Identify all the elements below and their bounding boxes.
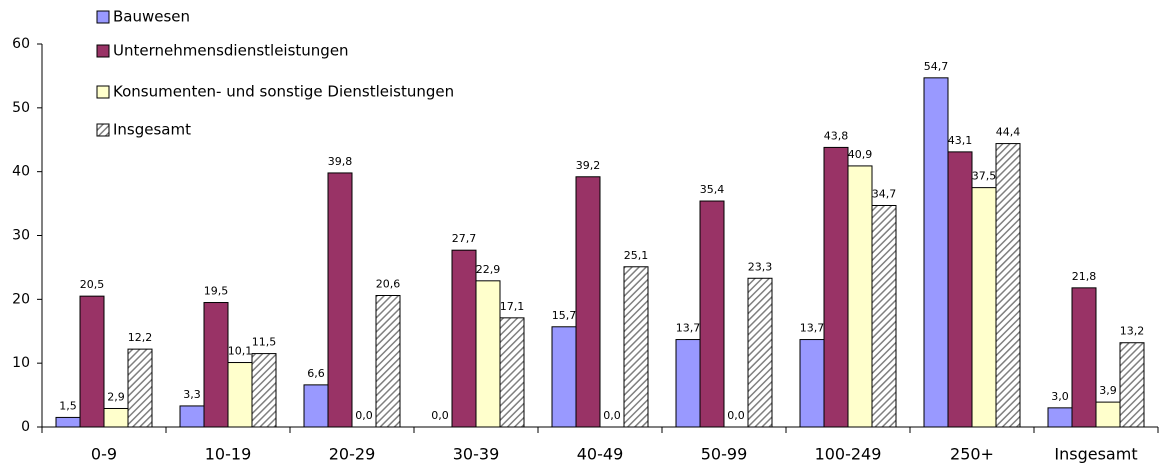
bar (947, 151, 973, 428)
bar (675, 339, 701, 428)
bar (847, 165, 873, 428)
value-label: 44,4 (996, 126, 1021, 139)
value-label: 13,7 (800, 322, 825, 335)
value-label: 0,0 (355, 409, 373, 422)
value-label: 0,0 (431, 409, 449, 422)
value-label: 6,6 (307, 367, 325, 380)
bar (499, 317, 525, 428)
bar (179, 405, 205, 428)
x-tick-label: 30-39 (453, 445, 500, 464)
value-label: 20,6 (376, 278, 401, 291)
value-label: 23,3 (748, 260, 773, 273)
bar (103, 407, 129, 428)
bar (227, 362, 253, 428)
value-label: 0,0 (727, 409, 745, 422)
bar (251, 353, 277, 428)
value-label: 21,8 (1072, 270, 1097, 283)
bar (623, 266, 649, 428)
legend-swatch (96, 123, 110, 137)
x-tick-label: 10-19 (205, 445, 252, 464)
value-label: 43,8 (824, 129, 849, 142)
bar (995, 143, 1021, 428)
bar (747, 277, 773, 428)
y-tick-label: 60 (12, 36, 30, 52)
value-label: 11,5 (252, 336, 277, 349)
value-label: 39,2 (576, 159, 601, 172)
value-label: 40,9 (848, 148, 873, 161)
y-tick-label: 10 (12, 355, 30, 371)
value-label: 17,1 (500, 300, 525, 313)
legend-label: Konsumenten- und sonstige Dienstleistung… (113, 83, 454, 101)
bar (1071, 287, 1097, 428)
bar (551, 326, 577, 428)
bar (575, 176, 601, 428)
x-tick-label: Insgesamt (1054, 445, 1137, 464)
bar (55, 416, 81, 428)
x-tick-label: 50-99 (701, 445, 748, 464)
value-label: 13,7 (676, 322, 701, 335)
x-tick-label: 20-29 (329, 445, 376, 464)
bar (451, 249, 477, 428)
legend-label: Bauwesen (113, 8, 190, 26)
bar (79, 295, 105, 428)
bar (923, 77, 949, 428)
bar (699, 200, 725, 428)
value-label: 19,5 (204, 285, 229, 298)
value-label: 27,7 (452, 232, 477, 245)
bar (1119, 342, 1145, 428)
x-tick-label: 0-9 (91, 445, 117, 464)
value-label: 3,0 (1051, 390, 1069, 403)
x-tick-label: 100-249 (815, 445, 882, 464)
value-label: 10,1 (228, 345, 253, 358)
value-label: 25,1 (624, 249, 649, 262)
value-label: 54,7 (924, 60, 949, 73)
bar (871, 204, 897, 428)
value-label: 43,1 (948, 134, 973, 147)
value-label: 13,2 (1120, 325, 1145, 338)
y-tick-label: 30 (12, 228, 30, 244)
value-label: 34,7 (872, 187, 897, 200)
legend-swatch (96, 10, 110, 24)
value-label: 3,9 (1099, 384, 1117, 397)
legend-swatch (96, 85, 110, 99)
value-label: 22,9 (476, 263, 501, 276)
bar (1095, 401, 1121, 428)
value-label: 3,3 (183, 388, 201, 401)
bar (327, 172, 353, 428)
bar (375, 295, 401, 428)
bar (127, 348, 153, 428)
value-label: 2,9 (107, 390, 125, 403)
value-label: 37,5 (972, 170, 997, 183)
bar (799, 339, 825, 428)
legend-swatch (96, 44, 110, 58)
bar (303, 384, 329, 428)
value-label: 0,0 (603, 409, 621, 422)
value-label: 39,8 (328, 155, 353, 168)
value-label: 35,4 (700, 183, 725, 196)
bar (971, 187, 997, 428)
legend-label: Unternehmensdienstleistungen (113, 42, 349, 60)
bar (1047, 407, 1073, 428)
value-label: 15,7 (552, 309, 577, 322)
x-tick-label: 250+ (950, 445, 994, 464)
x-tick-label: 40-49 (577, 445, 624, 464)
value-label: 12,2 (128, 331, 153, 344)
value-label: 1,5 (59, 399, 77, 412)
value-label: 20,5 (80, 278, 105, 291)
bar (203, 302, 229, 428)
y-tick-label: 50 (12, 100, 30, 116)
bar (475, 280, 501, 428)
legend-label: Insgesamt (113, 121, 191, 139)
y-tick-label: 40 (12, 164, 30, 180)
y-tick-label: 20 (12, 291, 30, 307)
y-tick-label: 0 (21, 419, 30, 435)
bar (823, 146, 849, 428)
